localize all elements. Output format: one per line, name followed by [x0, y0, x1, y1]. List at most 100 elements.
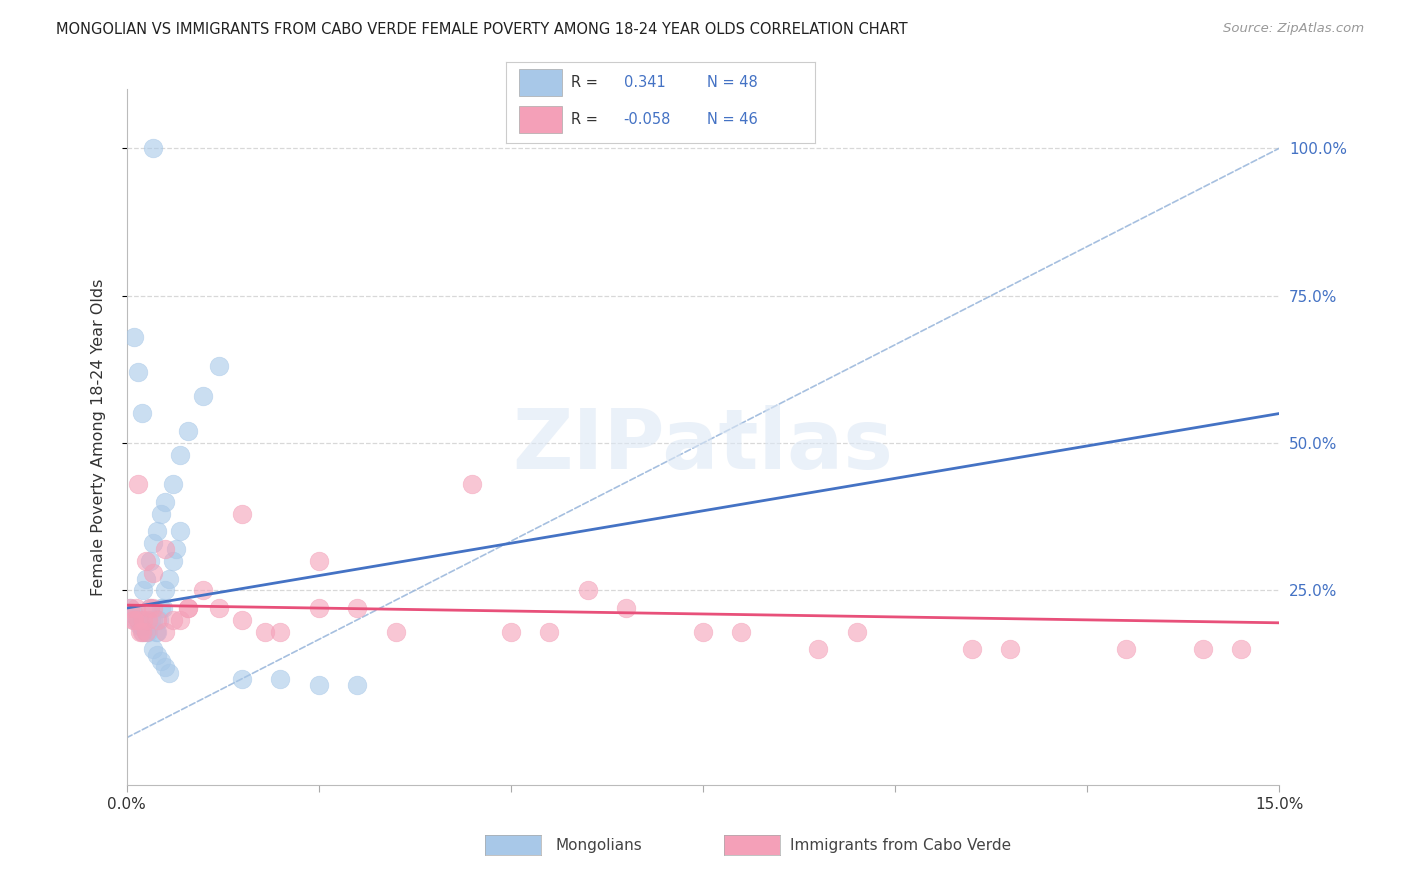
Text: 0.341: 0.341	[624, 75, 665, 90]
Point	[308, 554, 330, 568]
Point	[125, 613, 148, 627]
Point	[346, 678, 368, 692]
Point	[193, 389, 215, 403]
Point	[346, 601, 368, 615]
Point	[1115, 642, 1137, 657]
Point	[960, 642, 983, 657]
Point	[308, 678, 330, 692]
Point	[153, 624, 176, 639]
Point	[120, 601, 142, 615]
Point	[142, 566, 165, 580]
Point	[146, 613, 169, 627]
Text: MONGOLIAN VS IMMIGRANTS FROM CABO VERDE FEMALE POVERTY AMONG 18-24 YEAR OLDS COR: MONGOLIAN VS IMMIGRANTS FROM CABO VERDE …	[56, 22, 908, 37]
Point	[142, 536, 165, 550]
Point	[142, 613, 165, 627]
Text: N = 46: N = 46	[707, 112, 758, 127]
Point	[169, 613, 191, 627]
Point	[120, 601, 142, 615]
Bar	[519, 69, 562, 96]
Point	[132, 613, 155, 627]
Point	[384, 624, 406, 639]
Text: R =: R =	[571, 112, 598, 127]
Text: ZIPatlas: ZIPatlas	[513, 406, 893, 486]
Point	[127, 477, 149, 491]
Point	[269, 624, 291, 639]
Point	[142, 601, 165, 615]
Point	[166, 542, 188, 557]
Point	[146, 624, 169, 639]
Point	[150, 507, 173, 521]
Point	[153, 495, 176, 509]
Point	[145, 624, 167, 639]
Point	[177, 424, 200, 438]
Point	[121, 613, 143, 627]
Point	[153, 583, 176, 598]
Point	[136, 624, 159, 639]
Point	[142, 141, 165, 155]
Point	[177, 601, 200, 615]
Point	[157, 665, 180, 680]
Point	[692, 624, 714, 639]
Point	[153, 542, 176, 557]
Point	[152, 601, 174, 615]
Point	[146, 648, 169, 663]
Y-axis label: Female Poverty Among 18-24 Year Olds: Female Poverty Among 18-24 Year Olds	[91, 278, 105, 596]
Point	[269, 672, 291, 686]
Point	[135, 572, 157, 586]
Point	[121, 607, 143, 621]
Text: -0.058: -0.058	[624, 112, 671, 127]
Point	[499, 624, 522, 639]
Point	[135, 624, 157, 639]
Point	[845, 624, 868, 639]
Point	[150, 654, 173, 668]
Point	[131, 619, 153, 633]
Point	[308, 601, 330, 615]
Point	[461, 477, 484, 491]
Point	[153, 660, 176, 674]
Point	[162, 477, 184, 491]
Point	[208, 601, 231, 615]
Point	[169, 448, 191, 462]
Point	[730, 624, 752, 639]
Point	[129, 624, 152, 639]
Text: N = 48: N = 48	[707, 75, 758, 90]
Point	[1000, 642, 1022, 657]
Point	[131, 624, 153, 639]
Point	[127, 365, 149, 379]
Point	[122, 613, 145, 627]
Point	[122, 330, 145, 344]
Point	[162, 613, 184, 627]
Text: R =: R =	[571, 75, 598, 90]
Point	[193, 583, 215, 598]
Text: Source: ZipAtlas.com: Source: ZipAtlas.com	[1223, 22, 1364, 36]
Point	[177, 601, 200, 615]
Point	[576, 583, 599, 598]
Point	[138, 601, 160, 615]
Point	[132, 624, 155, 639]
Text: Mongolians: Mongolians	[555, 838, 643, 853]
Point	[139, 613, 162, 627]
Point	[135, 624, 157, 639]
Point	[146, 524, 169, 539]
Point	[231, 507, 253, 521]
Point	[169, 524, 191, 539]
Point	[231, 613, 253, 627]
Point	[253, 624, 276, 639]
Point	[1230, 642, 1253, 657]
Point	[122, 607, 145, 621]
Point	[1191, 642, 1213, 657]
Point	[131, 407, 153, 421]
Point	[231, 672, 253, 686]
Point	[157, 572, 180, 586]
Point	[148, 613, 170, 627]
Point	[138, 554, 160, 568]
Point	[208, 359, 231, 374]
Point	[125, 601, 148, 615]
Point	[807, 642, 830, 657]
Point	[132, 583, 155, 598]
Point	[127, 613, 149, 627]
Point	[138, 601, 160, 615]
Point	[150, 601, 173, 615]
Point	[614, 601, 637, 615]
Point	[136, 613, 159, 627]
